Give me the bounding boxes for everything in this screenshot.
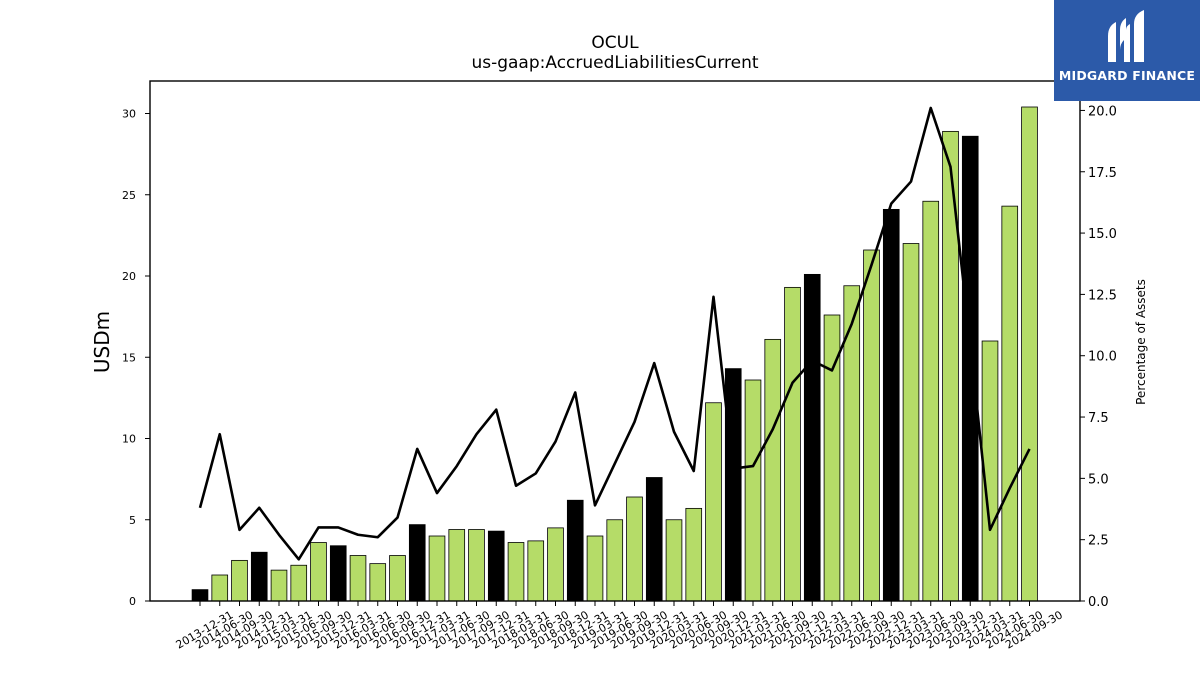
y-tick-label: 5: [129, 514, 136, 527]
bar-2017-03-31: [428, 535, 446, 602]
bar-2020-12-31: [724, 368, 742, 602]
y-tick-label: 0: [129, 595, 136, 608]
percentage-line: [198, 106, 1031, 561]
y2-tick-label: 15.0: [1088, 227, 1117, 242]
bar-2022-09-30: [863, 249, 880, 602]
bar-2015-03-31: [270, 569, 288, 602]
y2-tick-label: 20.0: [1088, 104, 1117, 119]
bar-2021-09-30: [784, 286, 801, 602]
bar-2021-12-31: [803, 273, 821, 602]
y2-tick-label: 5.0: [1088, 472, 1109, 487]
y2-axis-label: Percentage of Assets: [1134, 279, 1148, 405]
bar-2018-12-31: [566, 499, 584, 602]
y-tick-label: 20: [122, 270, 136, 283]
bar-2023-09-30: [942, 130, 959, 602]
logo-text: MIDGARD FINANCE: [1058, 68, 1196, 83]
bar-2016-03-31: [349, 555, 367, 602]
y2-tick-label: 12.5: [1088, 288, 1117, 303]
bar-2024-09-30: [1021, 106, 1038, 602]
bar-2023-03-31: [902, 243, 920, 602]
bar-2023-12-31: [961, 135, 979, 602]
y2-tick-label: 0.0: [1088, 595, 1109, 610]
bar-2018-09-30: [547, 527, 564, 602]
chart-subtitle: us-gaap:AccruedLiabilitiesCurrent: [471, 53, 759, 73]
bar-2017-09-30: [468, 529, 485, 602]
bar-2015-06-30: [290, 564, 308, 602]
bar-2016-09-30: [389, 555, 406, 602]
midgard-logo-icon: [1108, 10, 1144, 62]
bar-2021-06-30: [764, 338, 782, 602]
bar-2015-09-30: [310, 542, 327, 602]
bar-2018-06-30: [527, 540, 545, 602]
y-tick-labels: 0 5 10 15 20 25 30: [122, 108, 136, 609]
bar-2019-03-31: [586, 535, 604, 602]
y-tick-label: 30: [122, 108, 136, 121]
bars-group: [191, 106, 1038, 602]
bar-2018-03-31: [507, 542, 525, 602]
y-tick-label: 10: [122, 433, 136, 446]
axes-group: [145, 80, 1085, 606]
line-group: [198, 106, 1031, 561]
brand-logo: MIDGARD FINANCE: [1054, 0, 1200, 101]
bar-2020-09-30: [705, 402, 722, 602]
bar-2022-12-31: [882, 208, 900, 602]
chart-title: OCUL: [591, 33, 639, 53]
bar-2021-03-31: [744, 379, 762, 602]
bar-2014-12-31: [250, 551, 268, 602]
bar-2020-06-30: [685, 507, 703, 602]
bar-2023-06-30: [922, 200, 940, 602]
bar-2016-06-30: [369, 563, 387, 602]
bar-2016-12-31: [408, 524, 426, 602]
y2-tick-label: 7.5: [1088, 411, 1109, 426]
bar-2017-12-31: [487, 530, 505, 602]
y2-tick-labels: 0.0 2.5 5.0 7.5 10.0 12.5 15.0 17.5 20.0: [1088, 104, 1117, 610]
x-tick-labels: 2013-12-312014-06-302014-09-302014-12-31…: [174, 608, 1065, 651]
bar-2015-12-31: [329, 545, 347, 602]
bar-2013-12-31: [191, 589, 209, 602]
bar-2024-06-30: [1001, 205, 1019, 602]
bar-2020-03-31: [665, 519, 683, 602]
y2-tick-label: 2.5: [1088, 534, 1109, 549]
bar-2019-12-31: [645, 477, 663, 602]
y-tick-label: 25: [122, 189, 136, 202]
bar-2022-06-30: [843, 285, 861, 602]
y-axis-label: USDm: [90, 311, 114, 373]
bar-2014-09-30: [231, 559, 248, 602]
bar-2019-09-30: [626, 496, 643, 602]
y-tick-label: 15: [122, 351, 136, 364]
y2-tick-label: 17.5: [1088, 166, 1117, 181]
y2-tick-label: 10.0: [1088, 350, 1117, 365]
bar-2017-06-30: [448, 529, 466, 602]
bar-2014-06-30: [211, 574, 229, 602]
bar-2019-06-30: [606, 519, 624, 602]
